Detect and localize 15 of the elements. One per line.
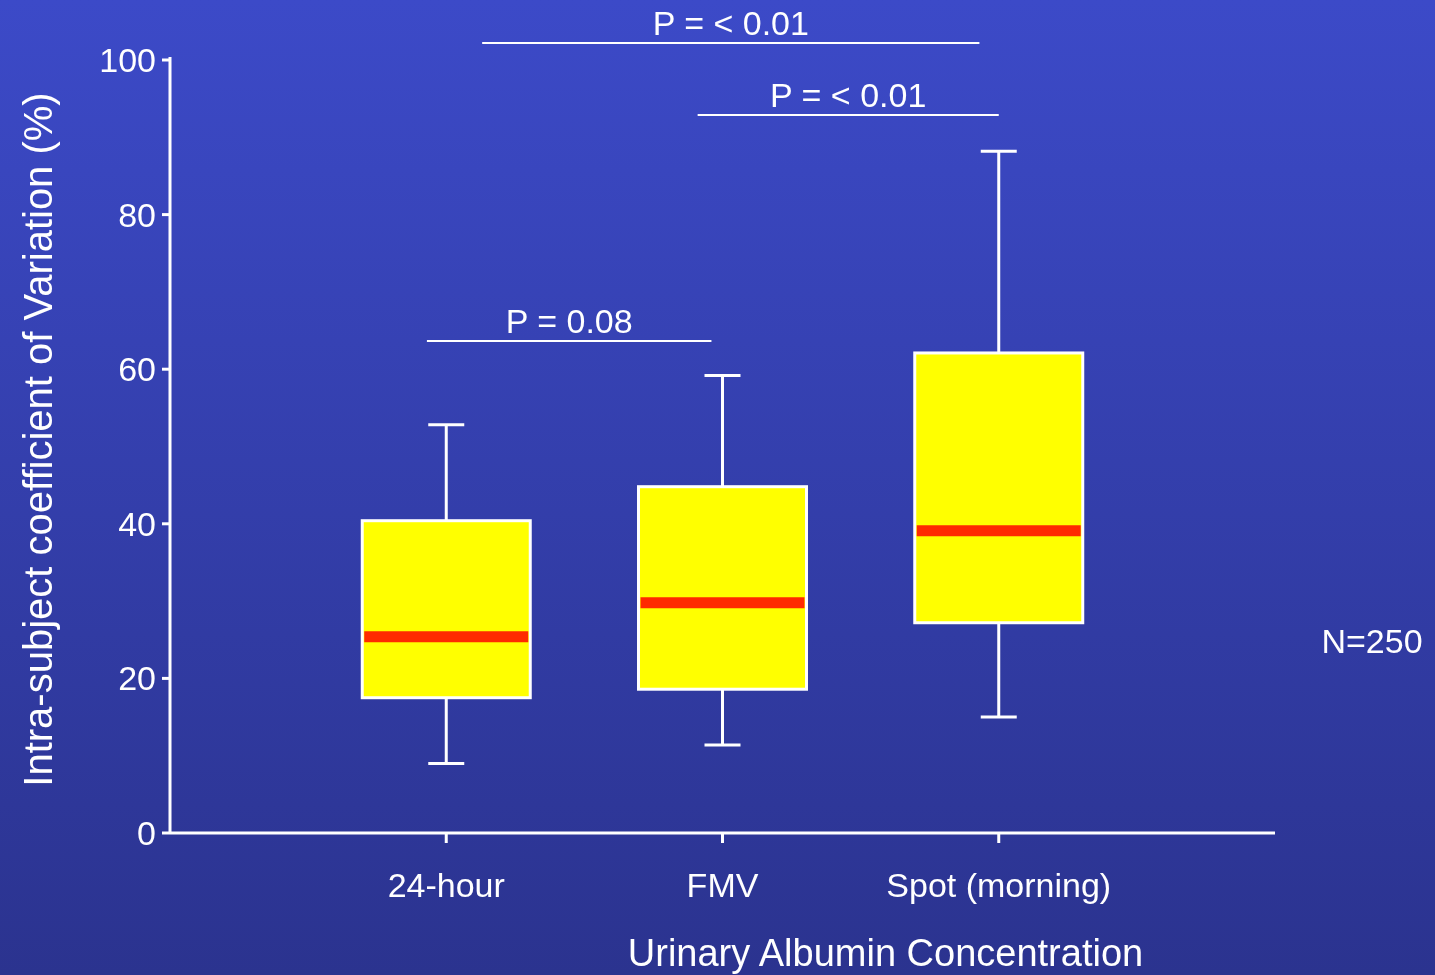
y-tick-label: 100 — [99, 40, 156, 79]
y-tick-label: 0 — [137, 813, 156, 852]
text: N=250 — [1321, 622, 1423, 660]
annotation: P = 0.08 — [505, 302, 633, 340]
x-tick-label: Spot (morning) — [886, 866, 1112, 904]
annotation: P = < 0.01 — [770, 76, 927, 114]
x-tick-label: 24-hour — [387, 866, 505, 904]
y-tick-label: 40 — [118, 504, 156, 543]
x-axis-title: Urinary Albumin Concentration — [627, 932, 1144, 974]
y-tick-label: 60 — [118, 350, 156, 389]
y-tick-label: 80 — [118, 195, 156, 234]
y-tick-label: 20 — [118, 659, 156, 698]
x-tick-label: FMV — [686, 866, 759, 904]
y-axis-title: Intra-subject coefficient of Variation (%) — [16, 92, 60, 787]
text: P = < 0.01 — [652, 4, 809, 42]
